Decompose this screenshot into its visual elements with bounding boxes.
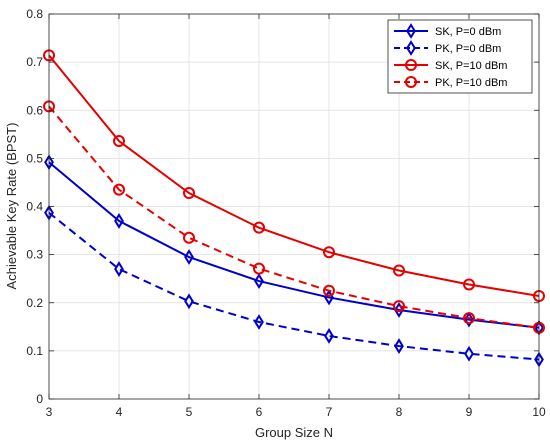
y-tick-label: 0.1	[26, 344, 43, 358]
data-point-marker	[323, 246, 335, 259]
ticks: 3 4 5 6 7 8 9 10 0 0.1 0.2 0.3 0.4 0.5 0.6 0.7 0.8	[26, 7, 546, 419]
y-tick-label: 0.4	[26, 200, 43, 214]
series-line-4	[48, 105, 540, 329]
x-tick-label: 8	[396, 405, 403, 419]
x-tick-label: 9	[466, 405, 473, 419]
data-point-marker	[463, 312, 475, 325]
y-tick-label: 0.2	[26, 296, 43, 310]
data-point-marker	[394, 302, 404, 318]
legend-label: SK, P=10 dBm	[435, 60, 507, 72]
data-point-marker	[393, 264, 405, 277]
data-point-marker	[114, 261, 124, 277]
data-point-marker	[114, 213, 124, 229]
data-point-marker	[184, 293, 194, 310]
legend: SK, P=0 dBm PK, P=0 dBm SK, P=10 dBm PK, P=…	[387, 19, 533, 94]
data-point-marker	[254, 314, 264, 330]
data-point-marker	[183, 231, 195, 244]
x-tick-label: 6	[256, 405, 263, 419]
series-line-2	[48, 211, 540, 361]
data-point-marker	[183, 187, 195, 200]
legend-label: PK, P=10 dBm	[435, 77, 507, 89]
x-tick-label: 5	[186, 405, 193, 419]
data-point-marker	[463, 278, 475, 291]
data-point-marker	[253, 262, 265, 275]
x-tick-label: 4	[116, 405, 123, 419]
legend-swatch-marker	[405, 76, 417, 88]
data-point-marker	[254, 273, 264, 289]
data-point-marker	[184, 249, 194, 265]
series-line-3	[48, 54, 540, 297]
y-tick-label: 0.3	[26, 248, 43, 262]
data-point-marker	[464, 345, 474, 362]
legend-swatch-marker	[406, 40, 416, 56]
data-point-marker	[253, 221, 265, 234]
y-tick-label: 0.8	[26, 7, 43, 21]
legend-swatch-marker	[406, 23, 416, 39]
x-axis-label: Group Size N	[255, 425, 333, 440]
data-point-marker	[324, 328, 334, 344]
y-tick-label: 0	[36, 392, 43, 406]
y-axis-label: Achievable Key Rate (BPST)	[4, 123, 19, 290]
legend-label: PK, P=0 dBm	[435, 43, 501, 55]
series-line-1	[48, 161, 540, 329]
legend-box	[387, 19, 533, 94]
data-point-marker	[113, 135, 125, 148]
legend-swatch-marker	[405, 59, 417, 71]
y-tick-label: 0.7	[26, 55, 43, 69]
legend-label: SK, P=0 dBm	[435, 26, 501, 38]
x-tick-label: 7	[326, 405, 333, 419]
y-tick-label: 0.5	[26, 151, 43, 165]
data-point-marker	[323, 284, 335, 297]
x-tick-label: 3	[46, 405, 53, 419]
data-point-marker	[394, 338, 404, 354]
x-tick-label: 10	[532, 405, 546, 419]
data-point-marker	[113, 183, 125, 196]
y-tick-label: 0.6	[26, 103, 43, 117]
data-point-marker	[393, 300, 405, 313]
